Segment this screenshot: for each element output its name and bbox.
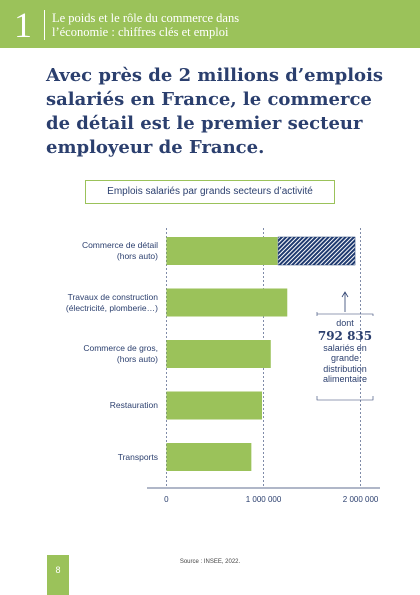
header-band — [0, 0, 420, 48]
annotation-arrowhead — [341, 291, 349, 298]
annotation-text: salariés en grande distribution alimenta… — [322, 342, 368, 385]
bar-segment — [166, 391, 263, 420]
bar-segment — [277, 236, 356, 266]
x-tick-label: 2 000 000 — [342, 495, 379, 504]
x-tick-label: 1 000 000 — [245, 495, 282, 504]
category-label: Transports — [117, 451, 158, 462]
separator — [44, 10, 45, 40]
chart-title: Emplois salariés par grands secteurs d’a… — [85, 180, 335, 204]
chapter-number: 1 — [14, 5, 32, 45]
bar-segment — [166, 237, 279, 265]
category-label: Commerce de détail (hors auto) — [81, 240, 158, 261]
annotation-value: 792 835 — [317, 328, 373, 343]
page-number: 8 — [47, 555, 69, 595]
bar-segment — [166, 340, 272, 368]
source: Source : INSEE, 2022. — [179, 559, 241, 565]
chapter-title: Le poids et le rôle du commerce dans l’é… — [52, 11, 240, 39]
heading: Avec près de 2 millions d’emplois salari… — [46, 65, 384, 158]
annotation-bracket-top — [316, 312, 374, 316]
x-tick-label: 0 — [164, 495, 169, 504]
annotation-bracket-bottom — [316, 396, 374, 401]
annotation: dont 792 835 salariés en grande distributi… — [315, 318, 375, 385]
category-label: Travaux de construction (électricité, pl… — [65, 291, 158, 313]
category-label: Commerce de gros, (hors auto) — [83, 343, 158, 364]
category-label: Restauration — [109, 400, 158, 410]
bar-segment — [166, 288, 288, 317]
bar-segment — [166, 443, 252, 471]
annotation-prefix: dont — [336, 318, 354, 328]
